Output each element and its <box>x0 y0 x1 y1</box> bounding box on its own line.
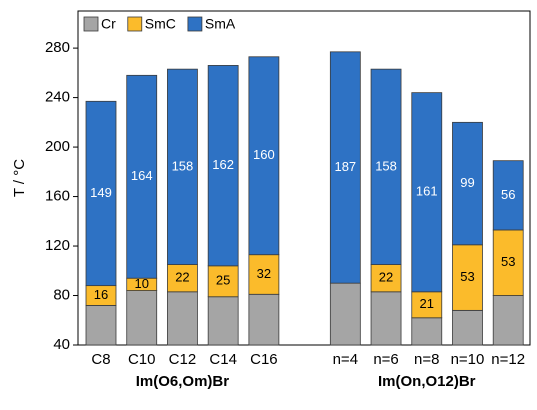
x-tick-label: C10 <box>128 351 156 368</box>
data-label: 158 <box>172 158 194 173</box>
bar-segment <box>167 264 198 293</box>
data-label: 22 <box>175 270 189 285</box>
x-tick-label: n=4 <box>333 351 358 368</box>
bar-segment <box>85 100 117 287</box>
legend-swatch <box>187 16 203 32</box>
y-tick-label: 80 <box>53 286 70 303</box>
y-tick-label: 240 <box>45 89 70 106</box>
legend-label: SmC <box>145 16 176 32</box>
bar-segment <box>126 74 158 279</box>
bar-segment <box>167 68 198 265</box>
bar-segment <box>492 229 524 296</box>
legend-label: SmA <box>205 16 236 32</box>
bar-segment <box>452 244 483 311</box>
x-tick-label: C12 <box>169 351 197 368</box>
bar-segment <box>370 291 402 346</box>
plot-frame <box>77 10 531 346</box>
group-label: Im(O6,Om)Br <box>136 373 230 390</box>
y-tick-label: 120 <box>45 237 70 254</box>
data-label: 53 <box>460 269 474 284</box>
data-label: 56 <box>501 187 515 202</box>
data-label: 162 <box>212 157 234 172</box>
bar-segment <box>411 317 443 346</box>
x-tick-label: n=6 <box>373 351 398 368</box>
data-label: 160 <box>253 147 275 162</box>
x-tick-label: C8 <box>91 351 110 368</box>
y-tick-label: 280 <box>45 39 70 56</box>
bar-segment <box>207 65 239 267</box>
data-label: 21 <box>420 296 434 311</box>
data-label: 22 <box>379 270 393 285</box>
bar-segment <box>411 291 443 319</box>
bar-segment <box>329 282 361 346</box>
bar-segment <box>207 265 239 298</box>
data-label: 25 <box>216 273 230 288</box>
x-tick-label: n=12 <box>491 351 525 368</box>
bar-segment <box>248 293 280 346</box>
y-tick-label: 40 <box>53 336 70 353</box>
bar-segment <box>207 296 239 346</box>
x-tick-label: n=10 <box>451 351 485 368</box>
data-label: 161 <box>416 184 438 199</box>
bar-segment <box>492 160 524 231</box>
bar-segment <box>492 295 524 346</box>
data-label: 164 <box>131 168 153 183</box>
bar-segment <box>248 56 280 256</box>
data-label: 16 <box>94 287 108 302</box>
x-tick-label: C16 <box>250 351 278 368</box>
bar-segment <box>370 68 402 265</box>
bar-segment <box>452 309 483 346</box>
legend-label: Cr <box>101 16 116 32</box>
group-label: Im(On,O12)Br <box>378 373 476 390</box>
data-label: 158 <box>375 158 397 173</box>
data-label: 99 <box>460 175 474 190</box>
y-tick-label: 160 <box>45 188 70 205</box>
x-tick-label: n=8 <box>414 351 439 368</box>
x-tick-label: C14 <box>209 351 237 368</box>
data-label: 53 <box>501 254 515 269</box>
bar-segment <box>167 291 198 346</box>
bar-segment <box>329 51 361 284</box>
y-tick-label: 200 <box>45 138 70 155</box>
legend-swatch <box>127 16 143 32</box>
data-label: 32 <box>257 266 271 281</box>
bar-segment <box>452 121 483 246</box>
y-axis-label: T / °C <box>11 159 28 197</box>
bar-segment <box>126 290 158 346</box>
bar-segment <box>411 92 443 293</box>
legend-swatch <box>83 16 99 32</box>
data-label: 187 <box>334 159 356 174</box>
data-label: 10 <box>134 276 148 291</box>
bar-segment <box>85 305 117 346</box>
bar-segment <box>370 264 402 293</box>
data-label: 149 <box>90 185 112 200</box>
